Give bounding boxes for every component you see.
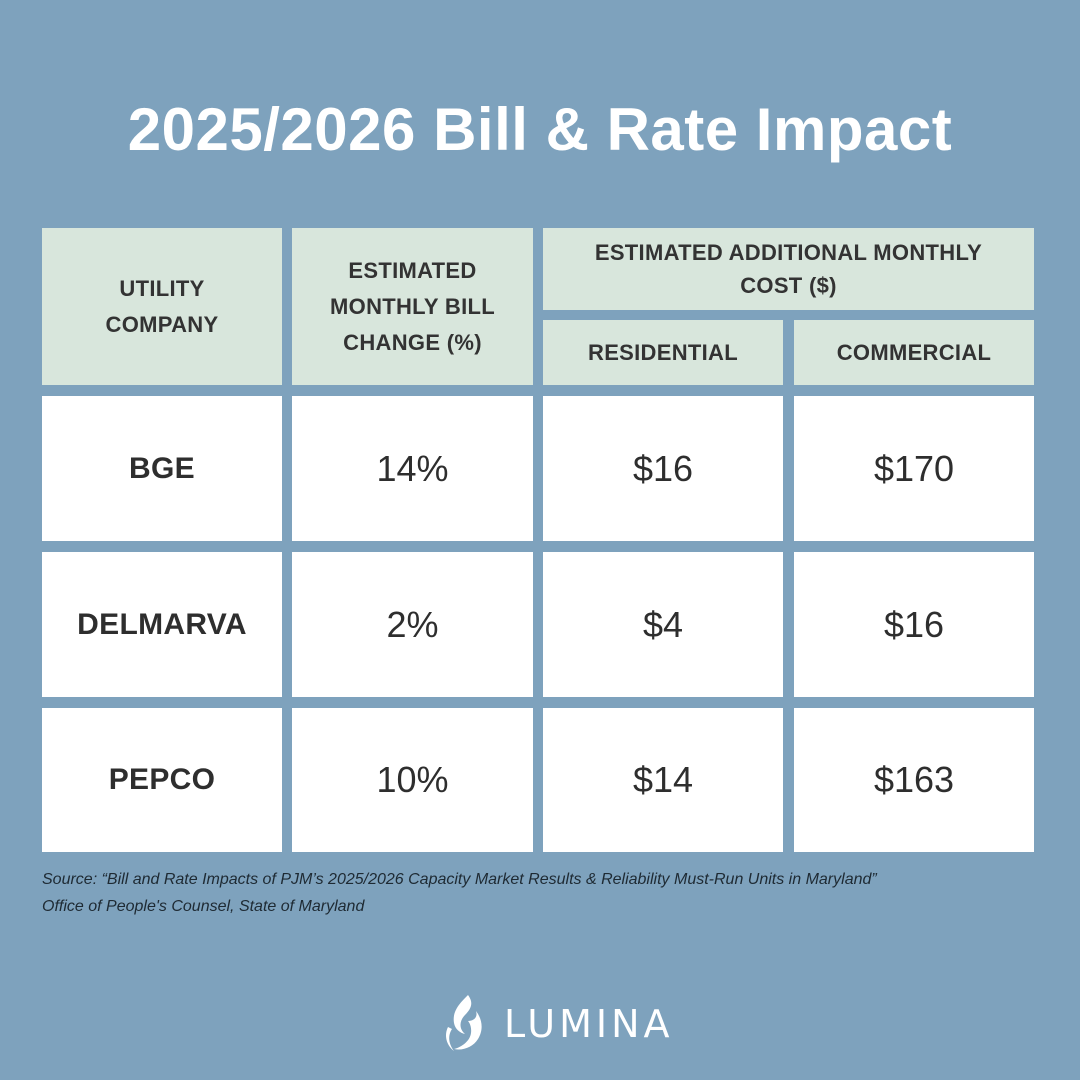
bill-change-value: 2% (386, 603, 439, 645)
company-name: DELMARVA (77, 607, 247, 641)
header-additional-cost: ESTIMATED ADDITIONAL MONTHLY COST ($) (543, 228, 1034, 310)
company-name: PEPCO (108, 763, 216, 796)
table-row-cell-commercial: $170 (794, 396, 1034, 541)
residential-value: $16 (632, 447, 694, 489)
table-row-cell-bill-change: 2% (292, 552, 533, 697)
source-line-1: Source: “Bill and Rate Impacts of PJM’s … (42, 871, 877, 888)
table-row-cell-bill-change: 10% (292, 708, 533, 852)
header-commercial: COMMERCIAL (794, 320, 1034, 385)
residential-value: $4 (642, 603, 684, 645)
source-citation: Source: “Bill and Rate Impacts of PJM’s … (42, 866, 1042, 920)
header-commercial-label: COMMERCIAL (836, 339, 992, 365)
table-row-cell-company: DELMARVA (42, 552, 282, 697)
source-line-2: Office of People's Counsel, State of Mar… (42, 898, 365, 915)
header-residential-label: RESIDENTIAL (588, 339, 738, 365)
table-row-cell-company: BGE (42, 396, 282, 541)
header-additional-cost-label: ESTIMATED ADDITIONAL MONTHLY COST ($) (594, 240, 983, 298)
bill-change-value: 10% (376, 759, 449, 800)
logo-text: LUMINA (504, 1002, 674, 1046)
table-row-cell-commercial: $163 (794, 708, 1034, 852)
commercial-value: $163 (873, 759, 955, 800)
header-bill-change-label: ESTIMATED MONTHLY BILL CHANGE (%) (330, 257, 495, 355)
residential-value: $14 (632, 759, 694, 800)
company-name: BGE (129, 451, 195, 485)
lumina-logo: LUMINA (438, 990, 674, 1058)
bill-change-value: 14% (376, 447, 449, 489)
table-row-cell-bill-change: 14% (292, 396, 533, 541)
header-bill-change: ESTIMATED MONTHLY BILL CHANGE (%) (292, 228, 533, 385)
table-row-cell-residential: $4 (543, 552, 783, 697)
header-utility-company: UTILITY COMPANY (42, 228, 282, 385)
commercial-value: $16 (883, 603, 945, 645)
flame-icon (446, 995, 482, 1051)
table-row-cell-residential: $16 (543, 396, 783, 541)
header-utility-company-label: UTILITY COMPANY (105, 275, 219, 337)
table-row-cell-residential: $14 (543, 708, 783, 852)
commercial-value: $170 (873, 447, 955, 489)
page-title: 2025/2026 Bill & Rate Impact (127, 96, 953, 163)
table-row-cell-commercial: $16 (794, 552, 1034, 697)
header-residential: RESIDENTIAL (543, 320, 783, 385)
table-row-cell-company: PEPCO (42, 708, 282, 852)
